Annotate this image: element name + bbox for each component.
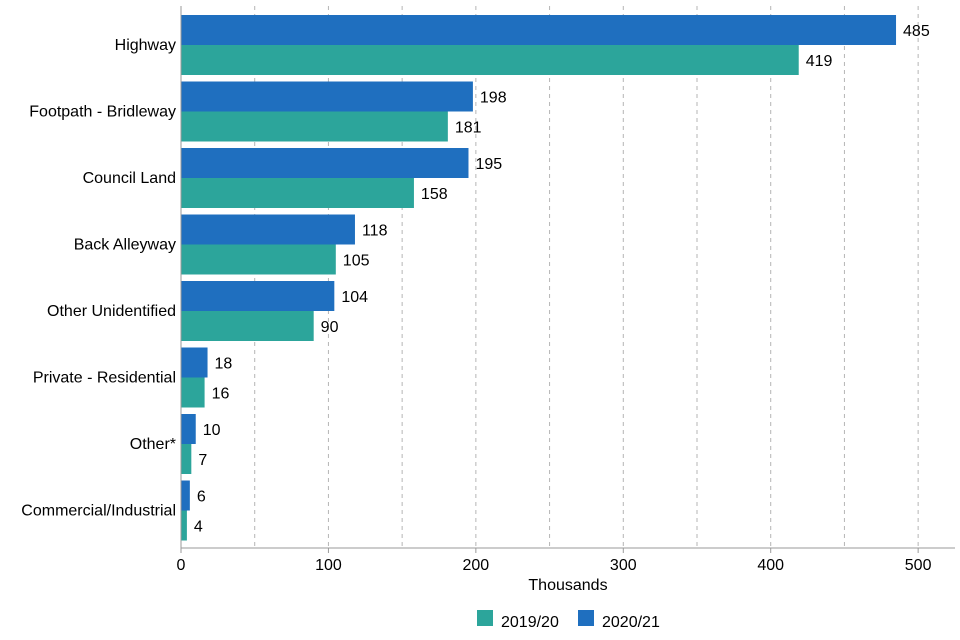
x-axis-title: Thousands [528,577,607,594]
data-label: 10 [203,422,221,439]
bar-series-a [181,15,897,45]
data-label: 7 [198,452,207,469]
data-label: 485 [903,23,930,40]
data-label: 16 [212,386,230,403]
data-label: 419 [806,53,833,70]
x-axis: 0 100 200 300 400 500 [177,6,955,574]
category-labels: Highway Footpath - Bridleway Council Land B… [21,37,176,520]
bar-series-a [181,281,335,311]
x-tick-label: 500 [905,557,932,574]
legend-swatch [578,610,594,626]
data-label: 105 [343,253,370,270]
legend: 2019/20 2020/21 [477,610,660,631]
category-label: Commercial/Industrial [21,503,176,520]
x-tick-label: 400 [757,557,784,574]
data-label: 90 [321,319,339,336]
data-label: 198 [480,90,507,107]
bar-series-a [181,214,355,245]
legend-swatch [477,610,493,626]
bar-series-b [181,311,314,341]
data-label: 18 [215,356,233,373]
bar-series-b [181,444,192,474]
category-label: Back Alleyway [74,237,176,254]
category-label: Council Land [83,170,176,187]
data-label: 195 [475,156,502,173]
bar-series-b [181,510,187,541]
data-label: 104 [341,289,368,306]
data-label: 6 [197,489,206,506]
bar-series-b [181,244,336,275]
data-label: 158 [421,186,448,203]
bar-series-b [181,178,414,208]
category-label: Other Unidentified [47,303,176,320]
data-label: 4 [194,519,203,536]
x-tick-label: 300 [610,557,637,574]
bar-series-a [181,148,469,178]
bar-series-b [181,45,799,75]
category-label: Highway [115,37,176,54]
data-label: 181 [455,120,482,137]
data-label: 118 [362,223,388,240]
bar-series-b [181,377,205,408]
legend-label: 2020/21 [602,614,660,631]
bar-series-a [181,480,190,511]
category-label: Private - Residential [33,370,176,387]
bar-series-a [181,347,208,378]
x-tick-label: 200 [463,557,490,574]
x-tick-label: 0 [177,557,186,574]
legend-label: 2019/20 [501,614,559,631]
x-tick-label: 100 [315,557,342,574]
category-label: Other* [130,436,176,453]
category-label: Footpath - Bridleway [29,104,176,121]
gridlines [254,6,919,548]
bars [181,15,897,541]
bar-series-b [181,111,448,142]
bar-series-a [181,414,196,444]
bar-series-a [181,81,473,112]
